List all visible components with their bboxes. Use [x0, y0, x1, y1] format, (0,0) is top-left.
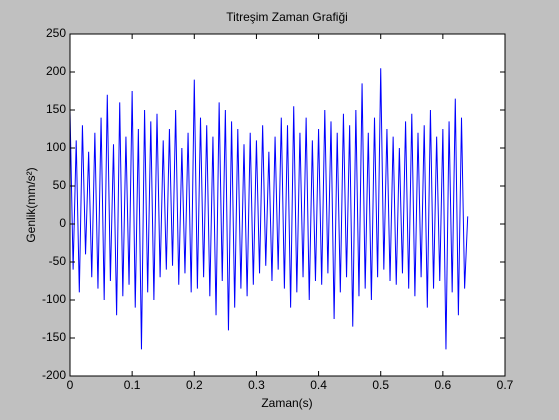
y-tick-label: 0	[59, 216, 66, 230]
y-tick-label: 100	[46, 140, 66, 154]
y-tick-label: -50	[49, 254, 67, 268]
signal-line	[69, 68, 469, 350]
y-tick-label: 250	[46, 26, 66, 40]
axes-background	[70, 34, 505, 376]
y-axis-label: Genlik(mm/s²)	[24, 167, 38, 242]
x-tick-label: 0.1	[124, 378, 141, 392]
x-tick-label: 0	[67, 378, 74, 392]
y-tick-label: 150	[46, 102, 66, 116]
x-tick-label: 0.2	[186, 378, 203, 392]
x-axis-label: Zaman(s)	[261, 396, 312, 410]
x-tick-label: 0.6	[435, 378, 452, 392]
y-tick-label: 200	[46, 64, 66, 78]
y-tick-label: 50	[53, 178, 67, 192]
x-tick-label: 0.4	[310, 378, 327, 392]
y-tick-label: -100	[42, 292, 66, 306]
x-tick-label: 0.5	[372, 378, 389, 392]
x-tick-label: 0.7	[497, 378, 514, 392]
y-tick-label: -150	[42, 330, 66, 344]
chart-title: Titreşim Zaman Grafiği	[226, 10, 348, 24]
x-tick-label: 0.3	[248, 378, 265, 392]
axes-frame	[69, 33, 506, 377]
y-tick-label: -200	[42, 368, 66, 382]
